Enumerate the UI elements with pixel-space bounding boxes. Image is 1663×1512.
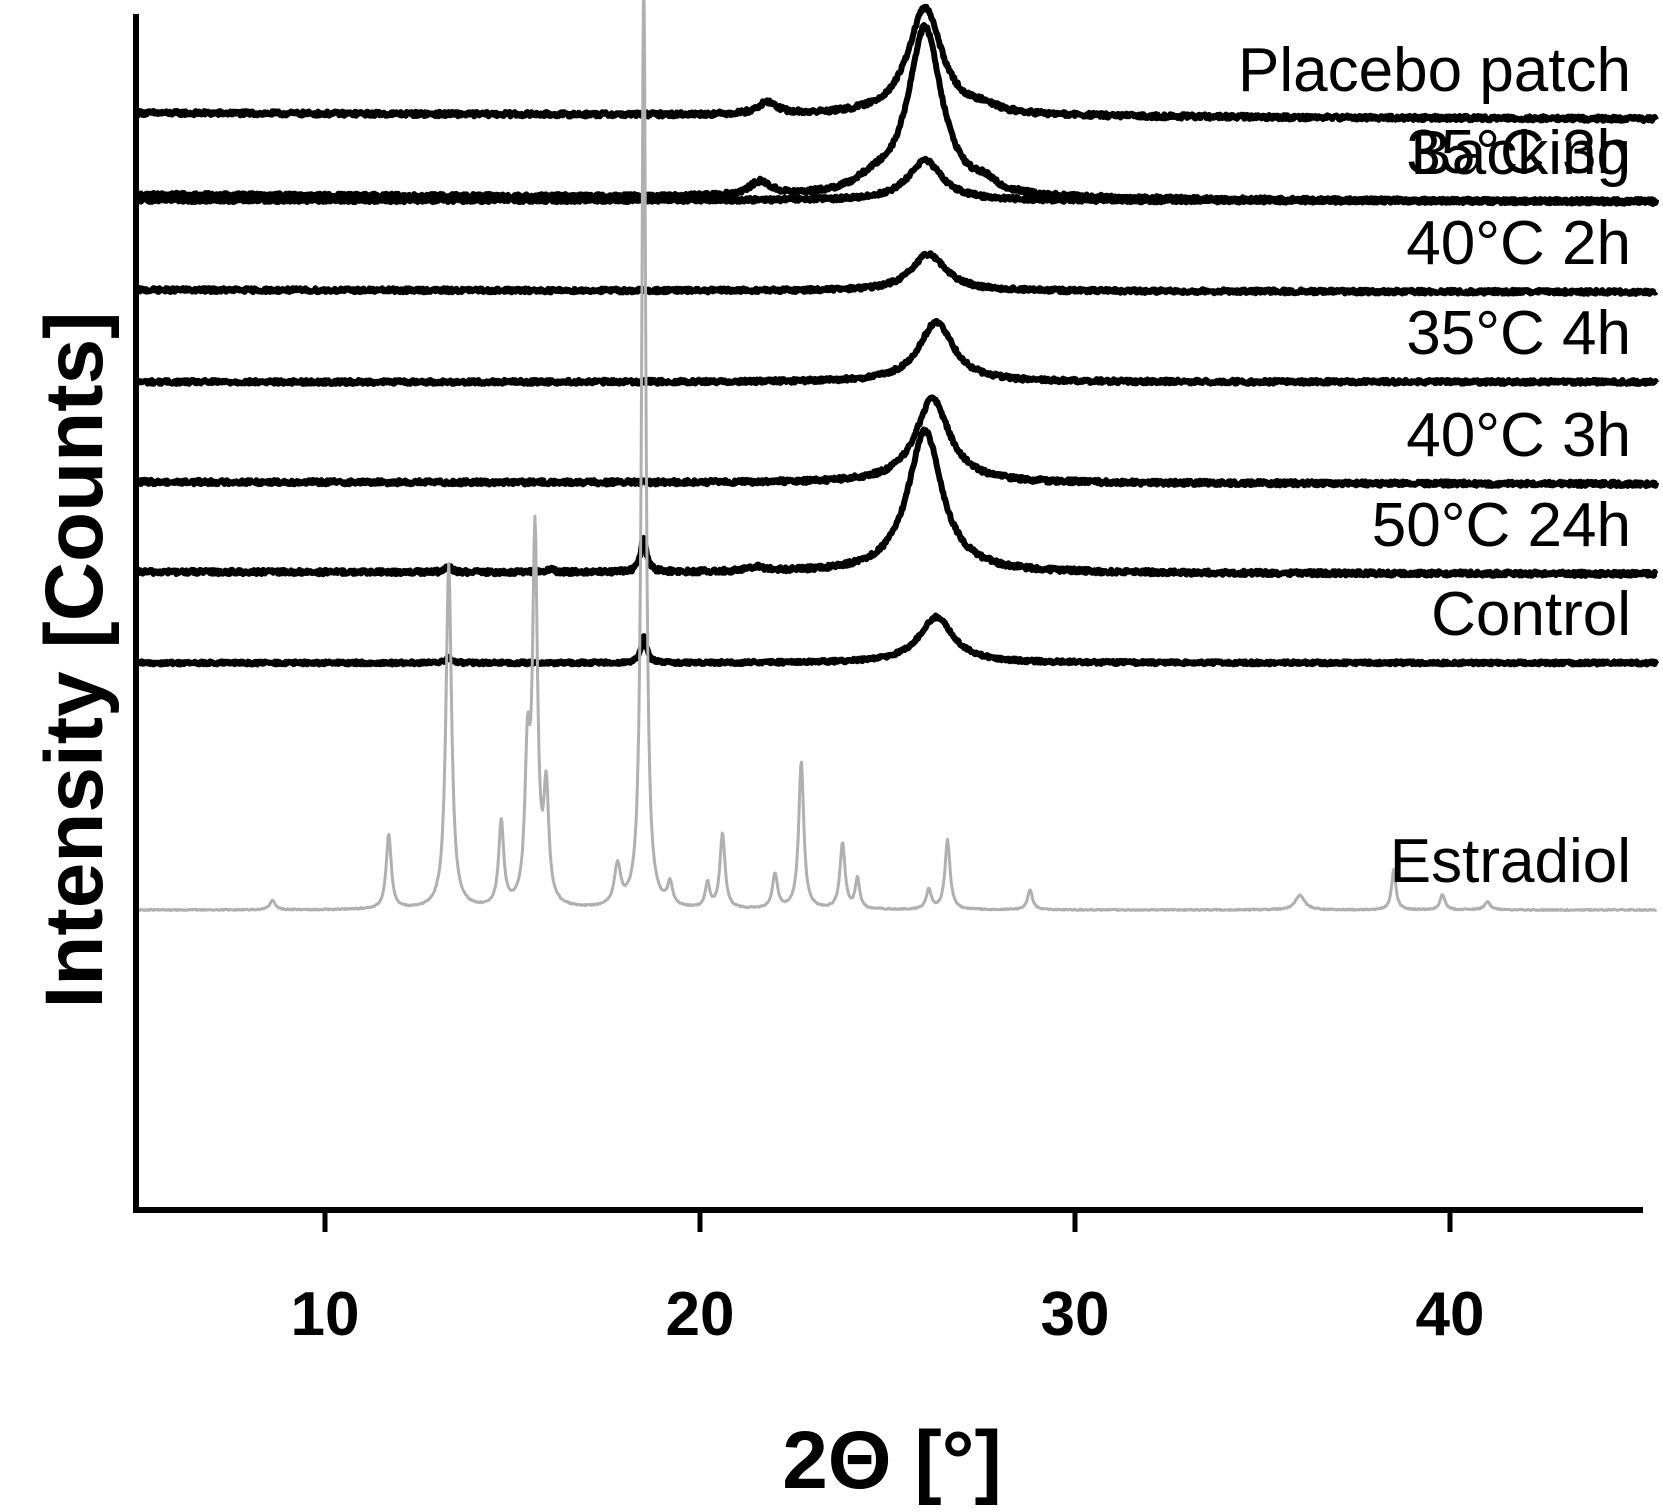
series-label-placebo-patch: Placebo patch: [1238, 36, 1631, 105]
x-tick-label: 30: [1041, 1280, 1110, 1349]
x-ticks: 10 20 30 40: [291, 1210, 1485, 1349]
series-line-35-c-4h: [134, 317, 1660, 387]
series-label-50-c-24h: 50°C 24h: [1372, 491, 1631, 560]
series-labels: Backing Placebo patch 35°C 3h 40°C 2h 35°C 4…: [1238, 36, 1631, 896]
series-line-estradiol: [136, 0, 1658, 913]
series-label-35-c-3h: 35°C 3h: [1406, 118, 1631, 187]
series-line-50-c-24h: [135, 426, 1659, 579]
x-tick-label: 10: [291, 1280, 360, 1349]
series-label-backing: Backing: [1410, 119, 1631, 188]
x-tick-label: 40: [1416, 1280, 1485, 1349]
series-line-control: [135, 612, 1660, 668]
series-line-40-c-3h: [134, 394, 1660, 490]
series-line-40-c-2h: [135, 250, 1659, 297]
y-axis-title: Intensity [Counts]: [29, 312, 120, 1009]
series-line-35-c-3h: [135, 155, 1660, 206]
series-label-40-c-2h: 40°C 2h: [1406, 209, 1631, 278]
plot-series: [134, 0, 1660, 913]
series-label-40-c-3h: 40°C 3h: [1406, 401, 1631, 470]
x-tick-label: 20: [666, 1280, 735, 1349]
series-line-placebo-patch: [134, 3, 1659, 124]
series-label-35-c-4h: 35°C 4h: [1406, 299, 1631, 368]
series-label-estradiol: Estradiol: [1390, 827, 1631, 896]
x-axis-title: 2Θ [°]: [782, 1415, 1002, 1506]
series-label-control: Control: [1431, 580, 1631, 649]
